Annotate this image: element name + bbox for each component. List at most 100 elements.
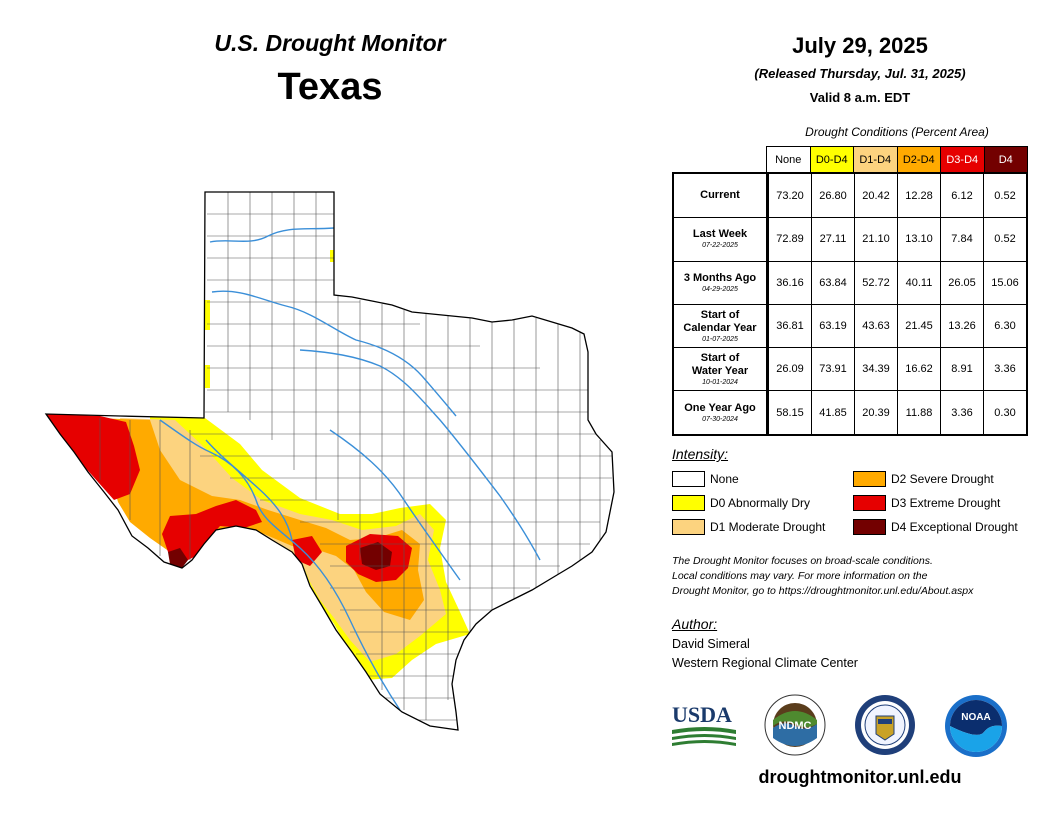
table-cell: 20.39 xyxy=(854,391,897,434)
state-name: Texas xyxy=(277,66,383,108)
row-label: Last Week 07-22-2025 xyxy=(674,218,768,261)
map-date: July 29, 2025 xyxy=(792,33,928,58)
table-cell: 52.72 xyxy=(854,261,897,304)
author-org: Western Regional Climate Center xyxy=(672,656,858,670)
legend-item-d4: D4 Exceptional Drought xyxy=(853,519,1018,535)
ndmc-logo-text: NDMC xyxy=(779,720,812,732)
county-lines xyxy=(99,192,612,721)
legend-swatch xyxy=(853,471,886,487)
table-cell: 8.91 xyxy=(940,348,983,391)
ndmc-logo-icon: NDMC xyxy=(764,694,826,756)
table-cell: 21.10 xyxy=(854,218,897,261)
table-cell: 73.91 xyxy=(811,348,854,391)
brazos-river xyxy=(299,349,541,561)
table-cell: 63.84 xyxy=(811,261,854,304)
noaa-logo-text: NOAA xyxy=(961,712,990,723)
legend-item-d1: D1 Moderate Drought xyxy=(672,519,825,535)
table-cell: 63.19 xyxy=(811,304,854,348)
column-header: D2-D4 xyxy=(896,147,940,172)
table-row: Last Week 07-22-2025 72.89 27.11 21.10 13.10 7… xyxy=(674,217,1026,261)
release-date: (Released Thursday, Jul. 31, 2025) xyxy=(754,66,966,81)
website-url[interactable]: droughtmonitor.unl.edu xyxy=(758,767,962,787)
rivers xyxy=(159,227,541,711)
author-name: David Simeral xyxy=(672,637,750,651)
drought-d3-hill xyxy=(292,536,322,566)
table-cell: 36.81 xyxy=(768,304,811,348)
legend-label: D2 Severe Drought xyxy=(891,472,994,486)
note-line: Drought Monitor, go to https://droughtmo… xyxy=(672,585,974,597)
table-cell: 0.52 xyxy=(983,174,1026,218)
row-date: 10-01-2024 xyxy=(702,378,738,386)
valid-time: Valid 8 a.m. EDT xyxy=(809,90,911,105)
row-label-text: Calendar Year xyxy=(683,321,757,334)
row-date: 04-29-2025 xyxy=(702,285,738,293)
texas-drought-map xyxy=(44,191,615,731)
doc-seal-icon xyxy=(855,695,915,755)
table-cell: 34.39 xyxy=(854,348,897,391)
note-line: The Drought Monitor focuses on broad-sca… xyxy=(672,555,933,567)
table-row: One Year Ago 07-30-2024 58.15 41.85 20.39 11.… xyxy=(674,390,1026,434)
row-label-text: 3 Months Ago xyxy=(683,271,757,284)
row-date: 01-07-2025 xyxy=(702,335,738,343)
author-title: Author: xyxy=(672,616,718,632)
legend-item-d2: D2 Severe Drought xyxy=(853,471,994,487)
colorado-river xyxy=(329,429,461,581)
legend-swatch xyxy=(853,495,886,511)
column-header: D0-D4 xyxy=(809,147,853,172)
table-cell: 13.10 xyxy=(897,218,940,261)
table-caption: Drought Conditions (Percent Area) xyxy=(805,125,989,139)
table-row: Current 73.20 26.80 20.42 12.28 6.12 0.52 xyxy=(674,174,1026,218)
legend-label: D1 Moderate Drought xyxy=(710,520,826,534)
texas-outline xyxy=(44,191,615,731)
row-label-text: Current xyxy=(700,189,740,202)
table-cell: 12.28 xyxy=(897,174,940,218)
table-header: None D0-D4 D1-D4 D2-D4 D3-D4 D4 xyxy=(766,146,1028,172)
rio-grande xyxy=(159,419,401,711)
conditions-table: Current 73.20 26.80 20.42 12.28 6.12 0.52 Last … xyxy=(672,172,1028,436)
note-line: Local conditions may vary. For more info… xyxy=(672,570,928,582)
legend-label: D4 Exceptional Drought xyxy=(891,520,1018,534)
table-cell: 26.09 xyxy=(768,348,811,391)
table-row: Start of Water Year 10-01-2024 26.09 73.91 34… xyxy=(674,347,1026,391)
table-cell: 26.05 xyxy=(940,261,983,304)
column-header: D3-D4 xyxy=(940,147,984,172)
table-cell: 6.12 xyxy=(940,174,983,218)
column-header: D1-D4 xyxy=(853,147,897,172)
table-cell: 0.52 xyxy=(983,218,1026,261)
table-cell: 15.06 xyxy=(983,261,1026,304)
legend-item-d0: D0 Abnormally Dry xyxy=(672,495,810,511)
legend-title: Intensity: xyxy=(672,446,729,462)
table-cell: 41.85 xyxy=(811,391,854,434)
table-cell: 13.26 xyxy=(940,304,983,348)
legend-label: D0 Abnormally Dry xyxy=(710,496,811,510)
noaa-logo-icon: NOAA xyxy=(945,695,1007,757)
row-date: 07-22-2025 xyxy=(702,242,738,250)
legend-item-none: None xyxy=(672,471,739,487)
table-cell: 73.20 xyxy=(768,174,811,218)
drought-d3-west xyxy=(46,414,140,500)
legend-swatch xyxy=(672,471,705,487)
legend-item-d3: D3 Extreme Drought xyxy=(853,495,1000,511)
row-label-text: Water Year xyxy=(691,364,749,377)
usda-logo-text: USDA xyxy=(672,702,732,727)
canadian-river xyxy=(209,227,335,243)
table-cell: 21.45 xyxy=(897,304,940,348)
table-cell: 36.16 xyxy=(768,261,811,304)
table-cell: 6.30 xyxy=(983,304,1026,348)
legend-swatch xyxy=(672,519,705,535)
table-cell: 3.36 xyxy=(983,348,1026,391)
table-cell: 11.88 xyxy=(897,391,940,434)
pecos-river xyxy=(205,439,293,541)
table-cell: 0.30 xyxy=(983,391,1026,434)
row-date: 07-30-2024 xyxy=(702,415,738,423)
table-cell: 7.84 xyxy=(940,218,983,261)
drought-d4-central xyxy=(360,542,392,570)
disclaimer-note: The Drought Monitor focuses on broad-sca… xyxy=(672,554,1042,599)
legend-label: None xyxy=(710,472,739,486)
table-row: 3 Months Ago 04-29-2025 36.16 63.84 52.72 40.… xyxy=(674,260,1026,304)
map-title: U.S. Drought Monitor xyxy=(214,30,446,56)
drought-d3-bigbend xyxy=(162,500,262,562)
column-header: D4 xyxy=(983,147,1027,172)
legend-swatch xyxy=(853,519,886,535)
row-label-text: Start of xyxy=(700,308,740,321)
